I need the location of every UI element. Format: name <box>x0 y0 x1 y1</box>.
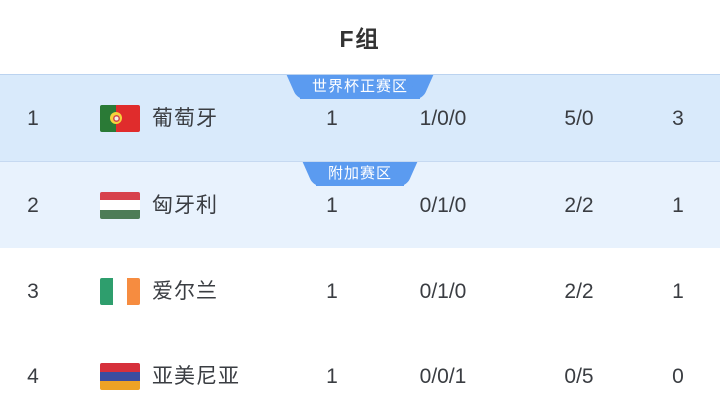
flag-cell <box>66 191 152 219</box>
flag-cell <box>66 277 152 305</box>
team-flag-icon <box>100 277 140 305</box>
rank-label: 1 <box>27 106 39 130</box>
rank-label: 2 <box>27 193 39 217</box>
team-flag-icon <box>100 363 140 390</box>
flag-cell <box>66 363 152 390</box>
group-header: F组 <box>0 0 720 74</box>
team-flag-icon <box>100 191 140 219</box>
win-draw-loss-value: 0/1/0 <box>419 193 467 217</box>
table-row: 世界杯正赛区 1 葡萄牙 1 1/0/0 5/0 3 <box>0 74 720 161</box>
goals-for-against-value: 0/5 <box>564 365 594 388</box>
rank-label: 3 <box>27 279 39 303</box>
played-value: 1 <box>326 365 338 388</box>
win-draw-loss-value: 1/0/0 <box>419 106 467 130</box>
team-name: 亚美尼亚 <box>152 365 240 388</box>
goals-for-against-value: 5/0 <box>564 106 594 130</box>
table-row: 3 爱尔兰 1 0/1/0 2/2 1 <box>0 248 720 334</box>
goals-for-against-value: 2/2 <box>564 279 594 303</box>
zone-badge: 世界杯正赛区 <box>299 75 421 99</box>
team-name: 匈牙利 <box>152 193 218 217</box>
goals-for-against-value: 2/2 <box>564 193 594 217</box>
portugal-emblem-icon <box>110 112 122 124</box>
win-draw-loss-value: 0/0/1 <box>419 365 467 388</box>
team-name: 葡萄牙 <box>152 106 218 130</box>
group-title: F组 <box>339 26 381 52</box>
points-value: 1 <box>672 279 684 303</box>
standings-table: 世界杯正赛区 1 葡萄牙 1 1/0/0 5/0 3 附加赛区 2 匈牙利 1 … <box>0 74 720 419</box>
points-value: 0 <box>672 365 684 388</box>
played-value: 1 <box>326 106 338 130</box>
table-row: 4 亚美尼亚 1 0/0/1 0/5 0 <box>0 334 720 419</box>
played-value: 1 <box>326 193 338 217</box>
played-value: 1 <box>326 279 338 303</box>
rank-label: 4 <box>27 365 39 388</box>
zone-badge: 附加赛区 <box>315 162 405 186</box>
table-row: 附加赛区 2 匈牙利 1 0/1/0 2/2 1 <box>0 161 720 248</box>
win-draw-loss-value: 0/1/0 <box>419 279 467 303</box>
team-name: 爱尔兰 <box>152 279 218 303</box>
flag-cell <box>66 104 152 132</box>
points-value: 3 <box>672 106 684 130</box>
points-value: 1 <box>672 193 684 217</box>
team-flag-icon <box>100 104 140 132</box>
